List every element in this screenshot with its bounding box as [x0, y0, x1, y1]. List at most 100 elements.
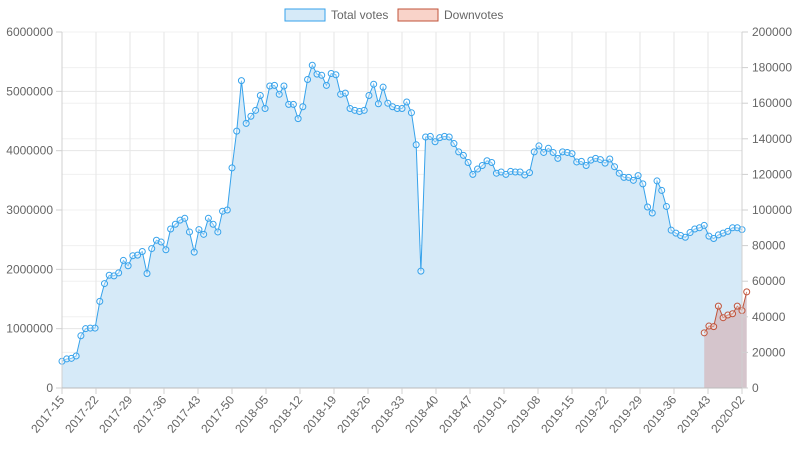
data-point-total-votes[interactable] [577, 157, 585, 165]
legend-item-downvotes[interactable]: Downvotes [397, 8, 503, 22]
data-point-total-votes[interactable] [648, 209, 656, 217]
data-point-total-votes[interactable] [271, 81, 278, 89]
data-point-total-votes[interactable] [644, 203, 652, 211]
data-point-total-votes[interactable] [294, 115, 302, 123]
data-point-total-votes[interactable] [384, 99, 392, 107]
data-point-total-votes[interactable] [134, 251, 142, 259]
data-point-total-votes[interactable] [459, 151, 467, 159]
data-point-total-votes[interactable] [167, 225, 175, 233]
data-point-total-votes[interactable] [469, 170, 477, 178]
data-point-total-votes[interactable] [403, 98, 411, 106]
data-point-total-votes[interactable] [474, 165, 482, 173]
data-point-total-votes[interactable] [138, 248, 146, 256]
data-point-total-votes[interactable] [724, 227, 732, 235]
data-point-total-votes[interactable] [606, 155, 614, 163]
data-point-total-votes[interactable] [171, 220, 179, 228]
data-point-total-votes[interactable] [426, 132, 434, 140]
data-point-total-votes[interactable] [620, 173, 628, 181]
data-point-total-votes[interactable] [582, 162, 590, 169]
data-point-total-votes[interactable] [686, 229, 694, 237]
data-point-total-votes[interactable] [615, 169, 623, 177]
data-point-total-votes[interactable] [261, 105, 269, 113]
data-point-total-votes[interactable] [299, 103, 307, 111]
data-point-total-votes[interactable] [252, 106, 260, 114]
data-point-total-votes[interactable] [639, 180, 647, 188]
data-point-total-votes[interactable] [478, 162, 486, 169]
data-point-total-votes[interactable] [341, 89, 349, 97]
data-point-total-votes[interactable] [190, 248, 198, 256]
data-point-total-votes[interactable] [464, 159, 472, 167]
data-point-total-votes[interactable] [530, 148, 538, 156]
data-point-total-votes[interactable] [308, 61, 316, 69]
data-point-total-votes[interactable] [455, 148, 463, 156]
data-point-total-votes[interactable] [228, 164, 236, 172]
data-point-downvotes[interactable] [729, 310, 737, 318]
data-point-total-votes[interactable] [233, 127, 241, 135]
data-point-total-votes[interactable] [488, 159, 496, 167]
data-point-downvotes[interactable] [733, 302, 741, 310]
data-point-total-votes[interactable] [200, 230, 208, 238]
data-point-total-votes[interactable] [360, 106, 368, 114]
data-point-total-votes[interactable] [407, 109, 415, 117]
data-point-total-votes[interactable] [431, 138, 439, 146]
data-point-total-votes[interactable] [304, 75, 312, 83]
data-point-total-votes[interactable] [195, 226, 203, 234]
data-point-total-votes[interactable] [511, 168, 519, 176]
data-point-total-votes[interactable] [393, 105, 401, 113]
data-point-total-votes[interactable] [318, 71, 326, 79]
data-point-total-votes[interactable] [729, 224, 737, 232]
data-point-total-votes[interactable] [162, 246, 170, 254]
data-point-total-votes[interactable] [77, 332, 85, 340]
data-point-total-votes[interactable] [535, 142, 543, 150]
data-point-total-votes[interactable] [662, 202, 670, 210]
data-point-total-votes[interactable] [549, 148, 557, 156]
data-point-total-votes[interactable] [629, 176, 637, 184]
data-point-total-votes[interactable] [101, 280, 108, 288]
data-point-total-votes[interactable] [417, 267, 425, 275]
data-point-total-votes[interactable] [332, 71, 340, 79]
data-point-total-votes[interactable] [223, 206, 231, 214]
data-point-total-votes[interactable] [374, 100, 382, 108]
data-point-total-votes[interactable] [445, 133, 453, 141]
data-point-total-votes[interactable] [209, 220, 217, 228]
legend-item-total-votes[interactable]: Total votes [284, 8, 388, 22]
data-point-total-votes[interactable] [653, 177, 661, 185]
data-point-total-votes[interactable] [700, 221, 708, 229]
data-point-total-votes[interactable] [322, 81, 330, 89]
data-point-downvotes[interactable] [743, 288, 751, 296]
data-point-total-votes[interactable] [681, 233, 689, 241]
data-point-total-votes[interactable] [186, 228, 193, 236]
data-point-total-votes[interactable] [540, 148, 548, 156]
data-point-total-votes[interactable] [214, 228, 222, 236]
data-point-total-votes[interactable] [611, 163, 618, 171]
data-point-downvotes[interactable] [714, 302, 722, 310]
data-point-total-votes[interactable] [247, 112, 255, 120]
data-point-total-votes[interactable] [450, 140, 458, 148]
data-point-total-votes[interactable] [237, 77, 245, 85]
data-point-total-votes[interactable] [710, 234, 718, 242]
data-point-downvotes[interactable] [700, 329, 708, 337]
data-point-total-votes[interactable] [526, 169, 533, 177]
data-point-total-votes[interactable] [412, 141, 420, 149]
data-point-total-votes[interactable] [370, 80, 378, 88]
data-point-total-votes[interactable] [365, 91, 373, 99]
data-point-total-votes[interactable] [124, 262, 132, 270]
data-point-total-votes[interactable] [148, 245, 156, 253]
data-point-total-votes[interactable] [601, 159, 609, 167]
data-point-total-votes[interactable] [275, 90, 283, 98]
data-point-total-votes[interactable] [256, 91, 264, 99]
data-point-total-votes[interactable] [157, 238, 165, 246]
data-point-total-votes[interactable] [204, 214, 212, 222]
data-point-total-votes[interactable] [280, 82, 288, 90]
data-point-downvotes[interactable] [710, 323, 718, 331]
data-point-total-votes[interactable] [143, 269, 151, 277]
data-point-total-votes[interactable] [115, 269, 123, 277]
data-point-total-votes[interactable] [119, 256, 127, 264]
data-point-total-votes[interactable] [289, 100, 297, 108]
data-point-total-votes[interactable] [91, 324, 99, 332]
data-point-total-votes[interactable] [285, 100, 293, 108]
data-point-total-votes[interactable] [658, 186, 666, 194]
data-point-total-votes[interactable] [96, 297, 104, 305]
data-point-total-votes[interactable] [181, 214, 189, 222]
data-point-total-votes[interactable] [379, 83, 387, 91]
